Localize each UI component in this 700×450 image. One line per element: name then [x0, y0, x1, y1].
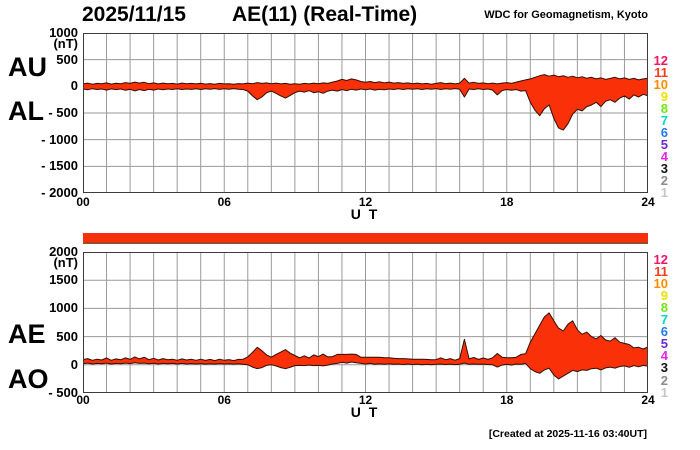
ae-ao-chart	[83, 252, 648, 393]
y-tick-label: 1000	[49, 300, 78, 316]
y-tick-label: 2000	[49, 244, 78, 259]
y-tick-label: 500	[56, 51, 78, 67]
station-count-7: 7	[660, 112, 668, 128]
y-tick-label: - 500	[48, 105, 78, 120]
x-tick-label: 12	[358, 195, 373, 209]
y-tick-label: - 1000	[41, 131, 78, 147]
station-count-4: 4	[660, 148, 668, 164]
station-count-8: 8	[660, 299, 668, 315]
y-axis-unit: (nT)	[53, 255, 78, 270]
side-label-ae: AE	[8, 319, 46, 349]
created-timestamp: [Created at 2025-11-16 03:40UT]	[488, 428, 647, 440]
station-count-10: 10	[653, 76, 668, 92]
station-count-5: 5	[660, 136, 668, 152]
station-count-12: 12	[653, 52, 668, 68]
y-tick-label: 1500	[49, 272, 78, 288]
station-count-12: 12	[653, 251, 668, 267]
station-count-2: 2	[660, 372, 668, 388]
x-tick-label: 00	[76, 393, 90, 407]
side-label-ao: AO	[8, 364, 49, 394]
x-tick-label: 24	[641, 195, 655, 209]
x-tick-label: 18	[500, 393, 514, 407]
x-tick-label: 06	[217, 195, 231, 209]
y-tick-label: - 500	[48, 385, 78, 400]
y-tick-label: 500	[56, 328, 78, 344]
station-count-3: 3	[660, 360, 668, 376]
x-axis-label: U T	[350, 206, 380, 222]
x-tick-label: 24	[641, 393, 655, 407]
x-tick-label: 06	[217, 393, 231, 407]
station-count-9: 9	[660, 287, 668, 303]
y-tick-label: - 1500	[41, 158, 78, 174]
station-count-10: 10	[653, 275, 668, 291]
plot-date: 2025/11/15	[82, 3, 186, 26]
x-axis-label: U T	[350, 404, 380, 420]
station-count-2: 2	[660, 173, 668, 188]
side-label-al: AL	[8, 96, 44, 126]
station-count-1: 1	[660, 185, 668, 201]
station-count-11: 11	[654, 263, 668, 279]
station-count-7: 7	[660, 312, 668, 327]
station-count-3: 3	[660, 160, 668, 176]
side-label-au: AU	[8, 52, 47, 82]
y-tick-label: 0	[70, 356, 78, 372]
station-count-8: 8	[660, 100, 668, 116]
station-count-6: 6	[660, 324, 668, 340]
x-tick-label: 12	[358, 393, 373, 407]
observatory-credit: WDC for Geomagnetism, Kyoto	[484, 9, 648, 21]
page-title: AE(11) (Real-Time)	[232, 3, 418, 26]
station-count-1: 1	[660, 384, 668, 400]
station-count-11: 11	[654, 64, 668, 80]
y-tick-label: 1000	[49, 25, 78, 40]
station-count-9: 9	[660, 88, 668, 104]
station-count-6: 6	[660, 124, 668, 140]
station-count-5: 5	[660, 336, 668, 352]
au-al-chart	[83, 33, 648, 193]
x-tick-label: 00	[76, 195, 90, 209]
y-tick-label: 0	[70, 78, 78, 94]
x-tick-label: 18	[500, 195, 514, 209]
station-count-4: 4	[660, 348, 668, 364]
y-axis-unit: (nT)	[53, 36, 78, 51]
y-tick-label: - 2000	[41, 185, 78, 200]
data-availability-bar	[83, 233, 648, 244]
